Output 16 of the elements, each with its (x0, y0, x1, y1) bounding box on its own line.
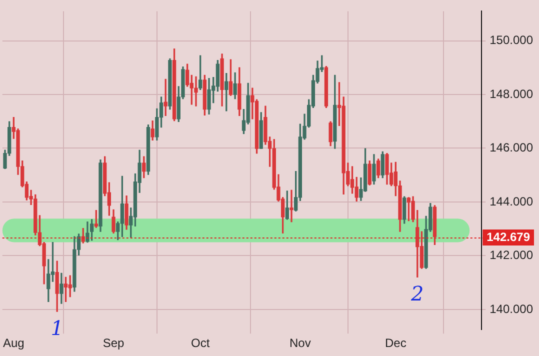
candlestick (194, 76, 198, 106)
x-tick-label: Dec (385, 336, 406, 350)
x-tick-label: Oct (191, 336, 210, 350)
candlestick (290, 190, 294, 222)
y-tick-label: 144.000 (490, 194, 534, 208)
x-tick-label: Sep (102, 336, 125, 350)
x-tick-label: Nov (290, 336, 311, 350)
y-tick-label: 142.000 (490, 248, 534, 262)
y-tick-label: 148.000 (490, 86, 534, 101)
y-tick-label: 150.000 (490, 33, 534, 48)
annotation: 1 (50, 316, 64, 340)
annotation: 2 (410, 281, 424, 306)
y-tick-label: 140.000 (490, 302, 534, 316)
ref-line-label: 142.679 (486, 230, 530, 244)
y-tick-label: 146.000 (490, 140, 534, 155)
x-tick-label: Aug (2, 336, 24, 350)
